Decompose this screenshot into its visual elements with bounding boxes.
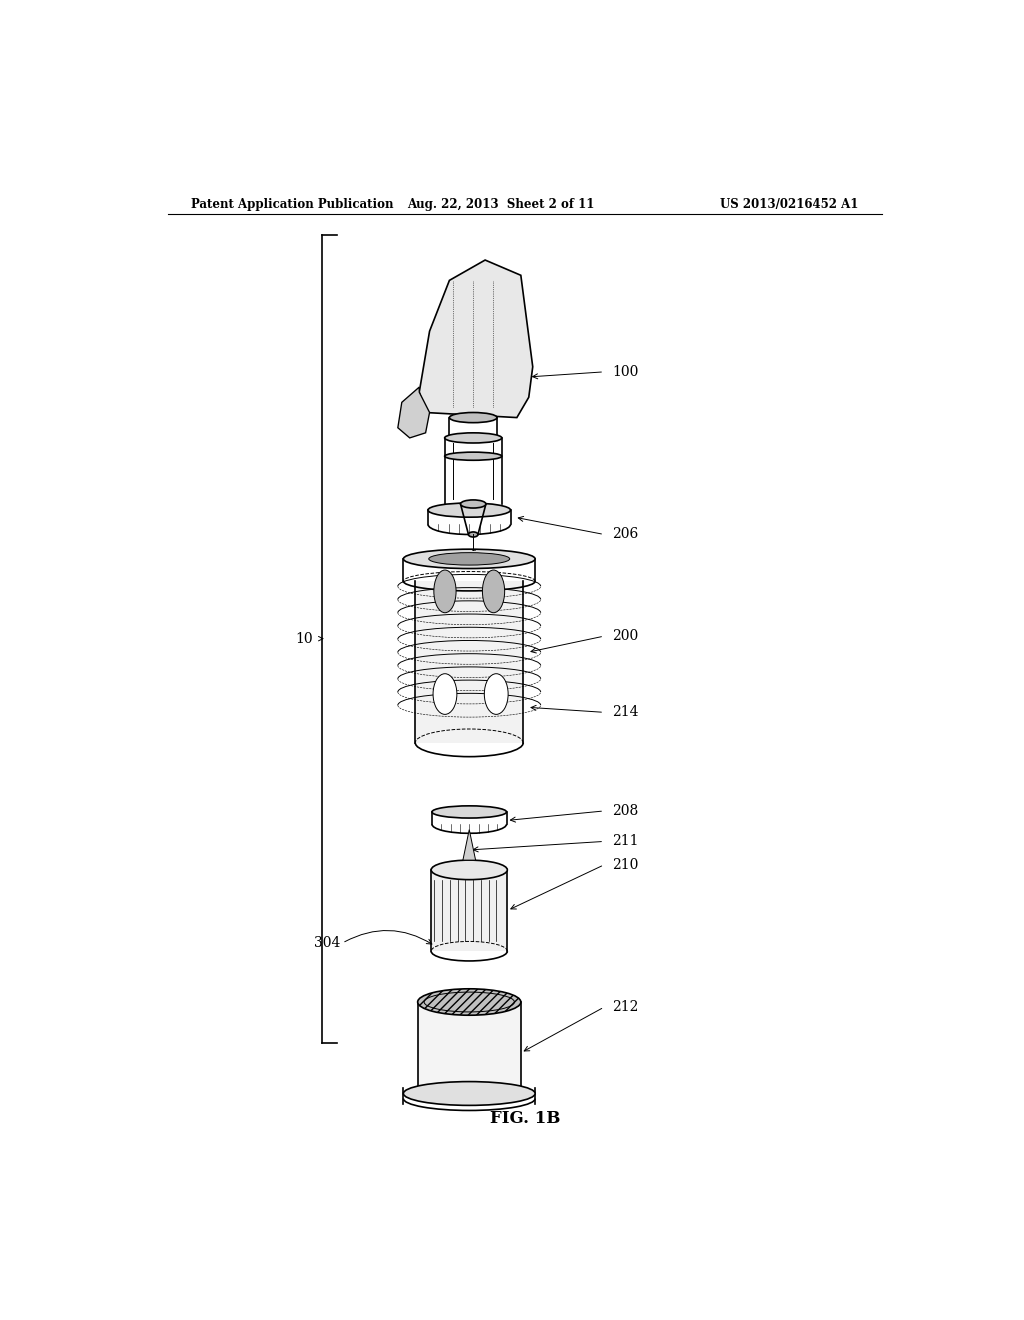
Ellipse shape <box>431 861 507 879</box>
Text: 206: 206 <box>612 528 638 541</box>
Polygon shape <box>416 581 523 743</box>
Text: 212: 212 <box>612 1001 639 1014</box>
Ellipse shape <box>433 673 457 714</box>
Text: US 2013/0216452 A1: US 2013/0216452 A1 <box>720 198 858 211</box>
Ellipse shape <box>428 503 511 517</box>
Polygon shape <box>397 387 430 438</box>
Ellipse shape <box>484 673 508 714</box>
Text: 10: 10 <box>295 632 313 645</box>
Ellipse shape <box>450 413 497 422</box>
Polygon shape <box>419 260 532 417</box>
Ellipse shape <box>403 1081 536 1105</box>
Text: Aug. 22, 2013  Sheet 2 of 11: Aug. 22, 2013 Sheet 2 of 11 <box>408 198 595 211</box>
Text: 304: 304 <box>314 936 341 950</box>
Text: FIG. 1B: FIG. 1B <box>489 1110 560 1127</box>
Ellipse shape <box>482 570 505 612</box>
Ellipse shape <box>444 453 502 461</box>
Ellipse shape <box>432 805 507 818</box>
Text: Patent Application Publication: Patent Application Publication <box>191 198 394 211</box>
Ellipse shape <box>418 989 521 1015</box>
Ellipse shape <box>429 553 510 565</box>
Polygon shape <box>431 870 507 952</box>
Text: 214: 214 <box>612 705 639 719</box>
Text: 200: 200 <box>612 630 638 643</box>
Text: 210: 210 <box>612 858 639 871</box>
Ellipse shape <box>444 433 502 444</box>
Polygon shape <box>418 1002 521 1093</box>
Ellipse shape <box>403 549 536 569</box>
Polygon shape <box>463 830 475 861</box>
Ellipse shape <box>461 500 486 508</box>
Ellipse shape <box>434 570 456 612</box>
Ellipse shape <box>468 532 478 537</box>
Ellipse shape <box>450 434 497 442</box>
Text: 211: 211 <box>612 834 639 849</box>
Text: 100: 100 <box>612 364 639 379</box>
Text: 208: 208 <box>612 804 638 818</box>
